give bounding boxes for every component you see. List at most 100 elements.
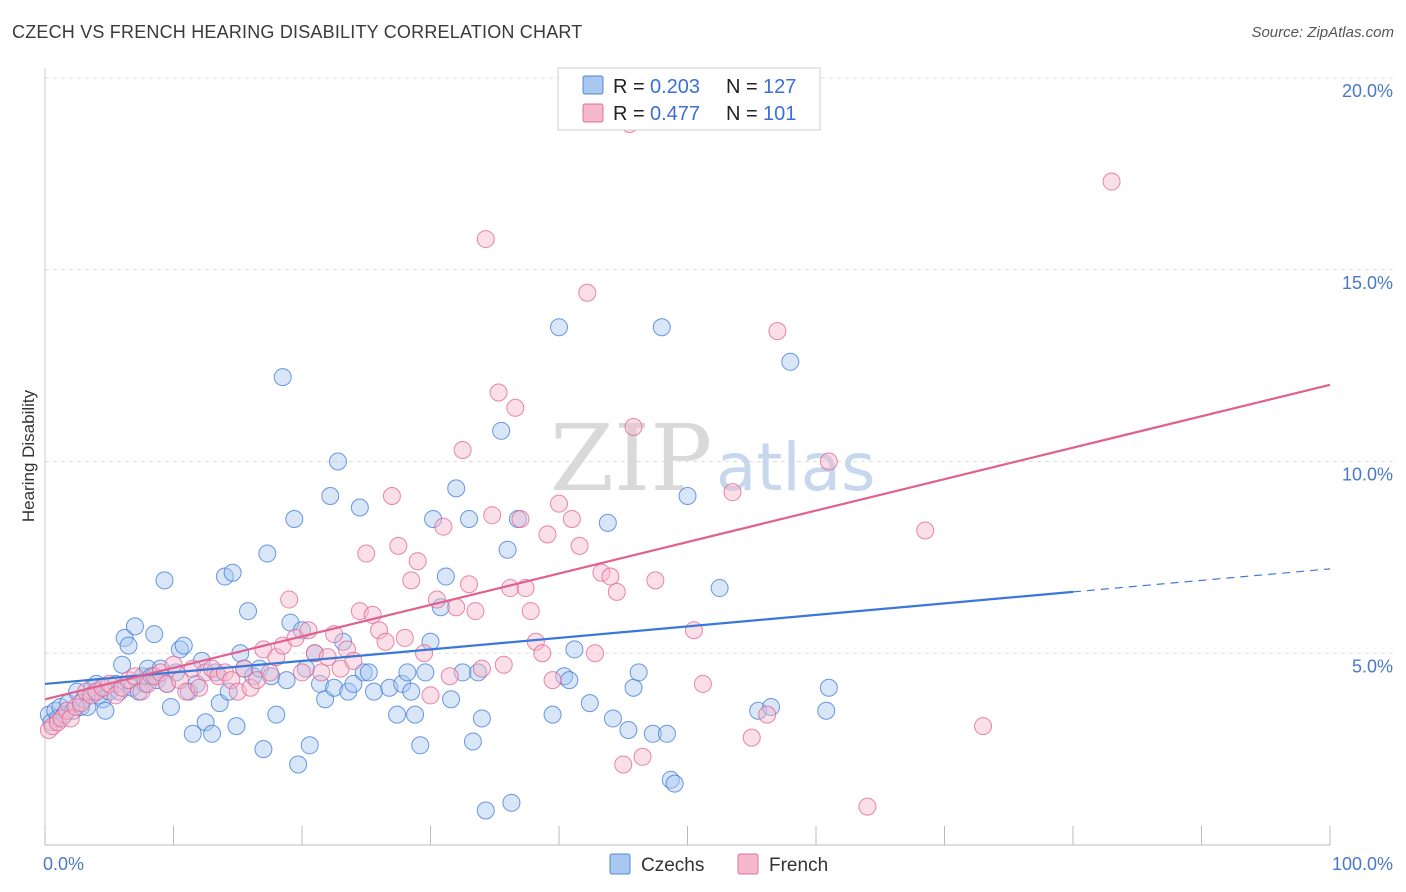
point-czechs bbox=[364, 682, 383, 701]
point-french bbox=[190, 678, 209, 697]
point-czechs bbox=[155, 571, 174, 590]
point-french bbox=[562, 510, 581, 529]
bottom-legend-swatch-french bbox=[737, 853, 759, 875]
y-tick-label: 10.0% bbox=[1342, 465, 1393, 485]
series-czechs bbox=[39, 318, 838, 820]
point-czechs bbox=[543, 705, 562, 724]
point-czechs bbox=[436, 567, 455, 586]
legend-swatch-czechs bbox=[582, 75, 604, 95]
point-czechs bbox=[643, 724, 662, 743]
point-french bbox=[222, 671, 241, 690]
point-czechs bbox=[402, 682, 421, 701]
watermark: ZIP atlas bbox=[550, 405, 876, 512]
point-french bbox=[585, 644, 604, 663]
point-french bbox=[440, 667, 459, 686]
point-czechs bbox=[463, 732, 482, 751]
point-french bbox=[421, 686, 440, 705]
point-czechs bbox=[498, 540, 517, 559]
legend-n-value-czechs: 127 bbox=[763, 76, 796, 98]
point-czechs bbox=[393, 674, 412, 693]
point-french bbox=[280, 590, 299, 609]
point-czechs bbox=[277, 671, 296, 690]
point-czechs bbox=[492, 421, 511, 440]
y-tick-label: 20.0% bbox=[1342, 81, 1393, 101]
point-czechs bbox=[300, 736, 319, 755]
source-credit: Source: ZipAtlas.com bbox=[1251, 24, 1394, 41]
point-french bbox=[113, 678, 132, 697]
point-french bbox=[483, 506, 502, 525]
point-french bbox=[693, 674, 712, 693]
point-czechs bbox=[447, 479, 466, 498]
point-french bbox=[382, 487, 401, 506]
point-french bbox=[415, 644, 434, 663]
point-czechs bbox=[289, 755, 308, 774]
point-french bbox=[472, 659, 491, 678]
point-czechs bbox=[472, 709, 491, 728]
point-czechs bbox=[354, 663, 373, 682]
point-french bbox=[453, 440, 472, 459]
point-czechs bbox=[411, 736, 430, 755]
point-french bbox=[370, 621, 389, 640]
point-czechs bbox=[781, 352, 800, 371]
legend-r-label-french: R = bbox=[613, 103, 645, 125]
point-french bbox=[758, 705, 777, 724]
point-czechs bbox=[424, 510, 443, 529]
point-french bbox=[646, 571, 665, 590]
point-french bbox=[476, 230, 495, 249]
point-czechs bbox=[203, 724, 222, 743]
point-french bbox=[466, 602, 485, 621]
point-czechs bbox=[629, 663, 648, 682]
legend-r-value-czechs: 0.203 bbox=[650, 76, 700, 98]
point-czechs bbox=[598, 513, 617, 532]
point-french bbox=[538, 525, 557, 544]
point-french bbox=[460, 575, 479, 594]
point-french bbox=[533, 644, 552, 663]
point-french bbox=[511, 510, 530, 529]
point-french bbox=[607, 582, 626, 601]
y-tick-label: 5.0% bbox=[1352, 656, 1393, 676]
point-czechs bbox=[239, 602, 258, 621]
point-czechs bbox=[328, 452, 347, 471]
x-tick-label: 0.0% bbox=[43, 854, 84, 874]
point-french bbox=[550, 494, 568, 513]
point-french bbox=[723, 483, 742, 502]
point-czechs bbox=[416, 663, 435, 682]
point-french bbox=[293, 663, 311, 682]
point-czechs bbox=[817, 701, 836, 720]
point-french bbox=[132, 682, 151, 701]
point-czechs bbox=[460, 510, 479, 529]
point-french bbox=[395, 628, 414, 647]
point-czechs bbox=[442, 690, 461, 709]
point-czechs bbox=[624, 678, 643, 697]
bottom-legend-swatch-czechs bbox=[609, 853, 631, 875]
point-czechs bbox=[819, 678, 838, 697]
point-french bbox=[578, 283, 597, 302]
point-french bbox=[543, 671, 562, 690]
point-french bbox=[916, 521, 935, 540]
grid-lines bbox=[45, 77, 1395, 654]
point-czechs bbox=[254, 740, 273, 759]
point-french bbox=[624, 417, 643, 436]
point-czechs bbox=[267, 705, 286, 724]
trend-line-french bbox=[44, 383, 1331, 701]
point-french bbox=[402, 571, 421, 590]
point-french bbox=[241, 678, 260, 697]
chart-title: CZECH VS FRENCH HEARING DISABILITY CORRE… bbox=[12, 22, 583, 42]
point-czechs bbox=[550, 318, 568, 337]
point-czechs bbox=[398, 663, 417, 682]
point-czechs bbox=[96, 701, 115, 720]
point-french bbox=[494, 655, 513, 674]
series-legend: Czechs French bbox=[609, 853, 828, 876]
point-french bbox=[357, 544, 376, 563]
point-french bbox=[521, 602, 540, 621]
point-czechs bbox=[125, 617, 144, 636]
point-czechs bbox=[406, 705, 425, 724]
point-french bbox=[601, 567, 620, 586]
point-czechs bbox=[476, 801, 495, 820]
legend-n-label-french: N = bbox=[726, 103, 758, 125]
point-french bbox=[742, 728, 761, 747]
point-french bbox=[312, 663, 331, 682]
point-czechs bbox=[258, 544, 277, 563]
point-czechs bbox=[652, 318, 671, 337]
